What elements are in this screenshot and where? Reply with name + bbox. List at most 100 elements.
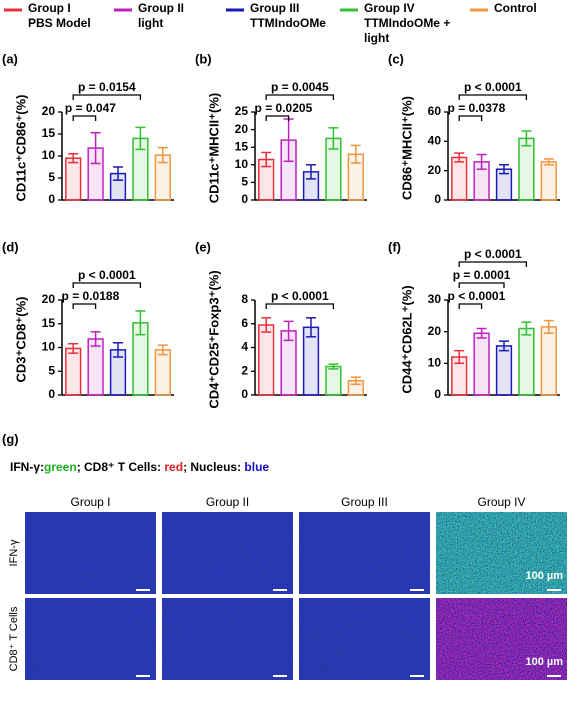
y-tick-label: 15 bbox=[235, 139, 249, 153]
bar bbox=[495, 345, 513, 396]
panel-label: (b) bbox=[195, 51, 212, 66]
significance-label: p < 0.0001 bbox=[271, 289, 329, 303]
y-axis-label: CD3⁺CD8⁺(%) bbox=[13, 297, 28, 383]
significance-label: p = 0.047 bbox=[65, 101, 116, 115]
significance-bracket bbox=[458, 94, 528, 100]
legend-label: TTMIndoOMe + bbox=[364, 16, 450, 30]
bar bbox=[540, 326, 557, 396]
bar bbox=[540, 161, 557, 201]
y-tick-label: 6 bbox=[241, 316, 248, 330]
significance-label: p < 0.0001 bbox=[448, 289, 506, 303]
y-tick-label: 60 bbox=[428, 104, 442, 118]
significance-bracket bbox=[72, 282, 142, 288]
caption-part: ; CD8⁺ T Cells: bbox=[77, 460, 165, 474]
legend-label: Group IV bbox=[364, 1, 415, 15]
legend-label: PBS Model bbox=[28, 16, 91, 30]
y-tick-label: 25 bbox=[235, 104, 249, 118]
y-tick-label: 0 bbox=[48, 387, 55, 401]
legend-label: light bbox=[364, 31, 389, 45]
y-tick-label: 2 bbox=[241, 363, 248, 377]
significance-label: p = 0.0045 bbox=[271, 80, 329, 94]
legend-label: light bbox=[138, 16, 163, 30]
legend-label: Control bbox=[494, 1, 537, 15]
y-axis-label: CD44⁺CD62L⁺(%) bbox=[399, 285, 414, 393]
significance-label: p = 0.0154 bbox=[78, 80, 136, 94]
significance-label: p = 0.0378 bbox=[448, 101, 506, 115]
bar bbox=[473, 332, 490, 396]
column-label: Group II bbox=[206, 495, 249, 509]
y-tick-label: 10 bbox=[42, 148, 56, 162]
y-tick-label: 15 bbox=[42, 316, 56, 330]
panel-label: (g) bbox=[2, 431, 19, 446]
micrograph bbox=[436, 512, 567, 594]
bar bbox=[325, 365, 342, 396]
panel-label: (f) bbox=[388, 239, 401, 254]
significance-bracket bbox=[72, 94, 142, 100]
y-tick-label: 0 bbox=[434, 387, 441, 401]
legend-label: Group I bbox=[28, 1, 71, 15]
significance-label: p = 0.0001 bbox=[453, 268, 511, 282]
caption-part: green bbox=[44, 460, 77, 474]
significance-bracket bbox=[265, 94, 335, 100]
bar bbox=[87, 338, 104, 396]
bar bbox=[154, 349, 171, 396]
micrograph bbox=[299, 598, 430, 680]
scale-label: 100 µm bbox=[525, 656, 563, 668]
caption: IFN-γ:green; CD8⁺ T Cells: red; Nucleus:… bbox=[10, 460, 269, 474]
y-tick-label: 10 bbox=[42, 340, 56, 354]
bar bbox=[451, 156, 468, 201]
significance-bracket bbox=[458, 261, 528, 267]
micrograph bbox=[25, 512, 156, 594]
micrograph bbox=[299, 512, 430, 594]
column-label: Group III bbox=[341, 495, 388, 509]
micrograph bbox=[162, 512, 293, 594]
significance-label: p < 0.0001 bbox=[78, 268, 136, 282]
y-tick-label: 40 bbox=[428, 134, 442, 148]
y-tick-label: 20 bbox=[42, 104, 56, 118]
y-tick-label: 20 bbox=[428, 324, 442, 338]
y-tick-label: 5 bbox=[48, 170, 55, 184]
legend-label: Group II bbox=[138, 1, 184, 15]
bar bbox=[518, 137, 535, 201]
significance-bracket bbox=[265, 303, 335, 309]
significance-label: p = 0.0205 bbox=[255, 101, 313, 115]
significance-label: p < 0.0001 bbox=[464, 247, 522, 261]
y-tick-label: 0 bbox=[434, 192, 441, 206]
bar bbox=[258, 324, 275, 396]
scale-label: 100 µm bbox=[525, 570, 563, 582]
legend-label: TTMIndoOMe bbox=[250, 16, 326, 30]
significance-label: p < 0.0001 bbox=[464, 80, 522, 94]
caption-part: red bbox=[164, 460, 183, 474]
significance-bracket bbox=[458, 282, 505, 288]
column-label: Group IV bbox=[477, 495, 525, 509]
panel-label: (e) bbox=[195, 239, 211, 254]
significance-bracket bbox=[72, 115, 97, 121]
y-tick-label: 0 bbox=[241, 192, 248, 206]
row-label: CD8⁺ T Cells bbox=[8, 606, 20, 671]
y-tick-label: 8 bbox=[241, 292, 248, 306]
bar bbox=[65, 157, 82, 201]
y-tick-label: 20 bbox=[428, 163, 442, 177]
y-tick-label: 5 bbox=[241, 175, 248, 189]
caption-part: blue bbox=[244, 460, 269, 474]
column-label: Group I bbox=[70, 495, 110, 509]
significance-bracket bbox=[72, 303, 97, 309]
y-tick-label: 20 bbox=[42, 292, 56, 306]
bar bbox=[65, 347, 82, 396]
micrograph bbox=[436, 598, 567, 680]
y-tick-label: 4 bbox=[241, 340, 248, 354]
caption-part: ; Nucleus: bbox=[183, 460, 244, 474]
significance-bracket bbox=[458, 115, 483, 121]
y-tick-label: 0 bbox=[241, 387, 248, 401]
legend-label: Group III bbox=[250, 1, 299, 15]
significance-label: p = 0.0188 bbox=[62, 289, 120, 303]
y-tick-label: 10 bbox=[235, 157, 249, 171]
y-tick-label: 20 bbox=[235, 122, 249, 136]
y-tick-label: 0 bbox=[48, 192, 55, 206]
y-tick-label: 30 bbox=[428, 292, 442, 306]
y-axis-label: CD86⁺MHCII⁺(%) bbox=[399, 96, 414, 200]
y-tick-label: 5 bbox=[48, 363, 55, 377]
y-tick-label: 15 bbox=[42, 126, 56, 140]
micrograph bbox=[162, 598, 293, 680]
